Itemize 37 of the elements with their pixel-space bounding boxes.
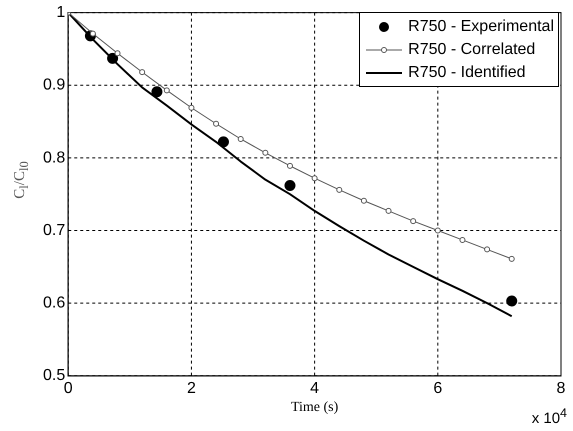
point	[213, 120, 220, 127]
y-tick-label: 1	[56, 4, 66, 22]
text: x 10$^{4}$	[532, 406, 567, 427]
point	[386, 208, 392, 214]
legend-label: R750 - Identified	[408, 64, 526, 82]
x-tick-label: 6	[433, 380, 442, 397]
point	[114, 50, 121, 56]
x-tick-label: 4	[310, 380, 320, 397]
y-tick-label: 0.7	[42, 222, 66, 239]
y-tick-label: 0.9	[42, 76, 66, 94]
x-tick-label: 0	[64, 380, 73, 397]
x-tick-label: 8	[556, 380, 566, 397]
y-tick-label: 0.8	[42, 149, 66, 166]
point	[151, 86, 162, 98]
point	[508, 256, 515, 262]
y-tick-label: 0.5	[42, 367, 66, 384]
point	[336, 186, 342, 193]
point	[410, 218, 416, 224]
point	[484, 246, 490, 252]
point	[312, 175, 318, 182]
point	[262, 150, 268, 156]
point	[459, 236, 466, 243]
legend-label: R750 - Experimental	[408, 18, 554, 36]
point	[139, 69, 146, 76]
point	[506, 295, 518, 306]
point	[286, 162, 293, 169]
point	[284, 180, 296, 191]
point	[164, 87, 170, 94]
y-tick-label: 0.6	[42, 294, 66, 312]
point	[360, 198, 367, 204]
x-tick-label: 2	[186, 380, 196, 397]
point	[218, 136, 229, 148]
point	[434, 228, 441, 234]
x-axis-title: Time (s)	[290, 400, 338, 416]
legend-label: R750 - Correlated	[408, 40, 536, 58]
point	[238, 136, 244, 142]
point	[188, 104, 194, 111]
